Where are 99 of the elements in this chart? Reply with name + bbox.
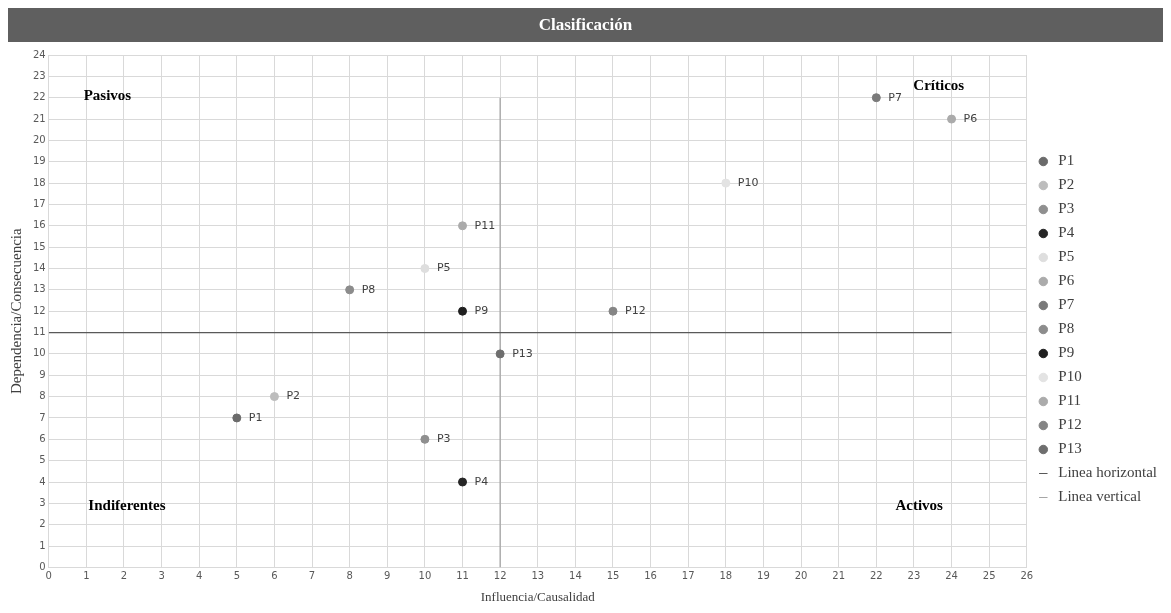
x-tick-label: 19: [757, 569, 770, 581]
x-tick-label: 21: [832, 569, 846, 581]
legend-label: P13: [1058, 440, 1082, 457]
x-tick-label: 22: [869, 569, 883, 581]
text: P7: [888, 90, 902, 104]
x-tick-label: 8: [346, 569, 353, 581]
x-tick-label: 10: [418, 569, 432, 581]
legend-label: P8: [1058, 320, 1075, 337]
text: P5: [436, 261, 451, 275]
x-tick-label: 25: [982, 569, 996, 581]
text: P12: [624, 304, 646, 318]
y-tick-label: 22: [32, 91, 46, 103]
annotation: Pasivos: [83, 86, 132, 103]
x-tick-label: 20: [794, 569, 808, 581]
x-tick-label: 12: [493, 569, 507, 581]
y-tick-label: 18: [32, 176, 46, 188]
legend-label: P3: [1058, 200, 1075, 217]
x-tick-label: 24: [945, 569, 958, 581]
text: P4: [474, 474, 489, 488]
y-tick-label: 23: [32, 69, 46, 81]
point: [345, 285, 355, 295]
text: P6: [963, 111, 978, 125]
y-tick-label: 12: [32, 304, 46, 316]
legend-label: P7: [1058, 296, 1075, 313]
annotation: Activos: [895, 496, 944, 513]
point: [608, 306, 618, 316]
x-tick-label: 14: [569, 569, 582, 581]
x-tick-label: 18: [719, 569, 733, 581]
y-tick-label: 16: [32, 219, 46, 231]
legend-label: P12: [1058, 416, 1082, 433]
y-tick-label: 3: [39, 496, 46, 508]
text: P8: [361, 282, 376, 296]
y-tick-label: 4: [39, 475, 46, 487]
x-tick-label: 15: [606, 569, 620, 581]
point: [495, 349, 505, 359]
y-tick-label: 11: [32, 326, 46, 338]
y-tick-label: 13: [32, 283, 46, 295]
y-tick-label: 0: [39, 560, 46, 572]
y-tick-label: 24: [32, 48, 46, 60]
x-tick-label: 16: [644, 569, 657, 581]
y-tick-label: 20: [32, 133, 46, 145]
text: P3: [436, 432, 451, 446]
x-tick-label: 3: [158, 569, 165, 581]
x-tick-label: 1: [83, 569, 90, 581]
x-tick-label: 13: [531, 569, 545, 581]
point: [871, 93, 881, 103]
point: [232, 413, 242, 423]
x-tick-label: 7: [308, 569, 316, 581]
y-tick-label: 10: [32, 347, 46, 359]
point: [420, 264, 430, 273]
text: P9: [474, 304, 489, 318]
legend-label: Linea horizontal: [1058, 464, 1158, 481]
point: [458, 477, 468, 487]
y-tick-label: 21: [32, 112, 46, 124]
x-tick-label: 5: [233, 569, 240, 581]
y-tick-label: 2: [39, 518, 46, 530]
point: [721, 178, 731, 188]
y-axis-title: Dependencia/Consecuencia: [7, 227, 24, 395]
chart-title: Clasificación: [8, 8, 1163, 42]
point: [458, 306, 468, 316]
y-tick-label: 8: [39, 390, 46, 402]
x-tick-label: 11: [456, 569, 469, 581]
x-tick-label: 9: [384, 569, 391, 581]
annotation: Indiferentes: [88, 496, 166, 513]
x-tick-label: 2: [120, 569, 128, 581]
x-axis-title: Influencia/Causalidad: [480, 588, 596, 604]
y-tick-label: 17: [32, 198, 46, 210]
text: P10: [737, 175, 759, 189]
text: P1: [248, 410, 263, 424]
x-tick-label: 23: [907, 569, 921, 581]
legend-label: P9: [1058, 344, 1075, 361]
y-tick-label: 19: [32, 155, 46, 167]
legend-label: P6: [1058, 272, 1075, 289]
text: P13: [512, 346, 533, 360]
y-tick-label: 7: [39, 411, 46, 423]
y-tick-label: 6: [39, 432, 46, 444]
legend-label: P5: [1058, 248, 1075, 265]
y-tick-label: 9: [39, 368, 46, 380]
legend-label: P2: [1058, 176, 1075, 193]
x-tick-label: 17: [681, 569, 695, 581]
y-tick-label: 5: [39, 454, 46, 466]
x-tick-label: 26: [1020, 569, 1034, 581]
text: P2: [286, 389, 301, 403]
annotation: Críticos: [913, 76, 965, 93]
text: P11: [474, 218, 496, 232]
point: [420, 434, 430, 444]
y-tick-label: 14: [32, 262, 46, 274]
y-tick-label: 1: [39, 539, 46, 551]
point: [947, 114, 957, 124]
x-tick-label: 6: [271, 569, 278, 581]
legend-label: P11: [1058, 392, 1082, 409]
point: [458, 221, 468, 231]
legend-label: P4: [1058, 224, 1075, 241]
legend-label: P1: [1058, 152, 1075, 169]
y-tick-label: 15: [32, 240, 46, 252]
legend-label: Linea vertical: [1058, 488, 1142, 505]
x-tick-label: 4: [196, 569, 203, 581]
legend-label: P10: [1058, 368, 1082, 385]
point: [269, 392, 279, 402]
